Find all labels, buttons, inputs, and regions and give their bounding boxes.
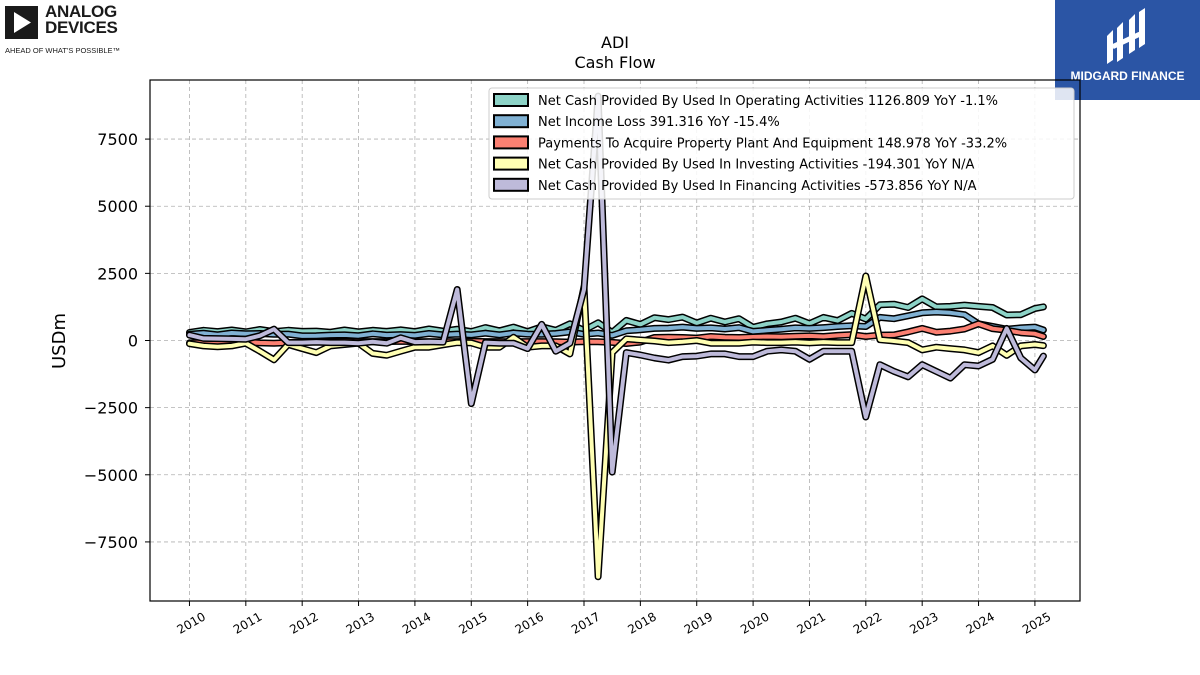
chart-title: ADI	[601, 33, 629, 52]
x-tick-label: 2025	[1020, 609, 1053, 636]
legend-swatch	[493, 156, 529, 171]
x-tick-label: 2018	[625, 609, 658, 636]
x-tick-label: 2017	[569, 609, 602, 636]
midgard-finance-logo: MIDGARD FINANCE	[1055, 0, 1200, 100]
analog-devices-logo: ANALOG DEVICES AHEAD OF WHAT'S POSSIBLE™	[5, 2, 140, 56]
x-tick-label: 2019	[682, 609, 715, 636]
y-tick-label: −5000	[84, 466, 138, 485]
y-axis-label: USDm	[49, 313, 70, 369]
x-tick-label: 2014	[400, 609, 433, 636]
logo-name: ANALOG DEVICES	[45, 2, 118, 37]
logo-tagline: AHEAD OF WHAT'S POSSIBLE™	[5, 46, 121, 55]
y-tick-label: −2500	[84, 399, 138, 418]
x-tick-label: 2021	[795, 609, 828, 636]
x-tick-label: 2015	[456, 609, 489, 636]
logo-right-name: MIDGARD FINANCE	[1070, 69, 1185, 83]
x-tick-label: 2024	[964, 609, 997, 636]
y-tick-label: 7500	[97, 130, 138, 149]
legend-label: Payments To Acquire Property Plant And E…	[538, 136, 1007, 151]
y-tick-label: 0	[128, 332, 138, 351]
legend-label: Net Cash Provided By Used In Operating A…	[538, 94, 998, 109]
x-tick-label: 2016	[513, 609, 546, 636]
x-tick-label: 2020	[738, 609, 771, 636]
midgard-emblem-icon	[1107, 8, 1145, 64]
x-tick-label: 2011	[231, 609, 264, 636]
logo-name-line1: ANALOG	[45, 2, 117, 21]
x-tick-label: 2010	[175, 609, 208, 636]
series-line	[187, 310, 1046, 338]
x-tick-label: 2012	[287, 609, 320, 636]
y-axis: −7500 −5000 −2500 0 2500 5000 7500	[84, 130, 150, 552]
legend: Net Cash Provided By Used In Operating A…	[488, 87, 1075, 200]
series-layer	[186, 92, 1047, 581]
logo-name-line2: DEVICES	[45, 18, 118, 37]
legend-swatch	[493, 114, 529, 129]
legend-swatch	[493, 135, 529, 150]
x-axis: 2010 2011 2012 2013 2014 2015 2016 2017 2018 2019…	[175, 601, 1053, 637]
y-tick-label: 5000	[97, 197, 138, 216]
legend-label: Net Cash Provided By Used In Financing A…	[538, 179, 977, 194]
y-tick-label: 2500	[97, 264, 138, 283]
chart-subtitle: Cash Flow	[574, 53, 655, 72]
x-tick-label: 2013	[344, 609, 377, 636]
series-line	[187, 94, 1046, 475]
x-tick-label: 2022	[851, 609, 884, 636]
legend-box	[488, 87, 1075, 200]
legend-label: Net Cash Provided By Used In Investing A…	[538, 158, 975, 173]
legend-swatch	[493, 177, 529, 192]
legend-label: Net Income Loss 391.316 YoY -15.4%	[538, 115, 780, 130]
legend-swatch	[493, 93, 529, 107]
x-tick-label: 2023	[907, 609, 940, 636]
play-triangle-icon	[5, 6, 38, 39]
y-tick-label: −7500	[84, 533, 138, 552]
